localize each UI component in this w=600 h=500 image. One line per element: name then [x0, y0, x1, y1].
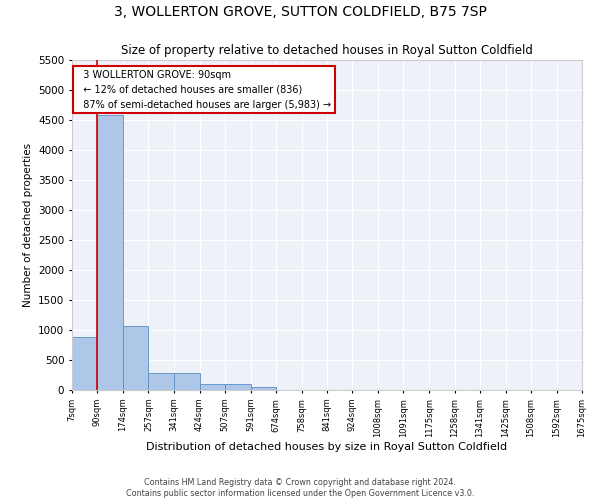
Text: Contains HM Land Registry data © Crown copyright and database right 2024.
Contai: Contains HM Land Registry data © Crown c… — [126, 478, 474, 498]
Bar — [199, 384, 225, 390]
Bar — [251, 386, 276, 390]
Bar — [72, 337, 97, 390]
Text: 3, WOLLERTON GROVE, SUTTON COLDFIELD, B75 7SP: 3, WOLLERTON GROVE, SUTTON COLDFIELD, B7… — [113, 5, 487, 19]
Bar — [123, 326, 148, 390]
Bar — [174, 373, 199, 390]
Text: 3 WOLLERTON GROVE: 90sqm
  ← 12% of detached houses are smaller (836)
  87% of s: 3 WOLLERTON GROVE: 90sqm ← 12% of detach… — [77, 70, 331, 110]
Y-axis label: Number of detached properties: Number of detached properties — [23, 143, 32, 307]
Bar — [148, 372, 174, 390]
X-axis label: Distribution of detached houses by size in Royal Sutton Coldfield: Distribution of detached houses by size … — [146, 442, 508, 452]
Bar — [225, 384, 251, 390]
Bar — [97, 115, 123, 390]
Title: Size of property relative to detached houses in Royal Sutton Coldfield: Size of property relative to detached ho… — [121, 44, 533, 58]
